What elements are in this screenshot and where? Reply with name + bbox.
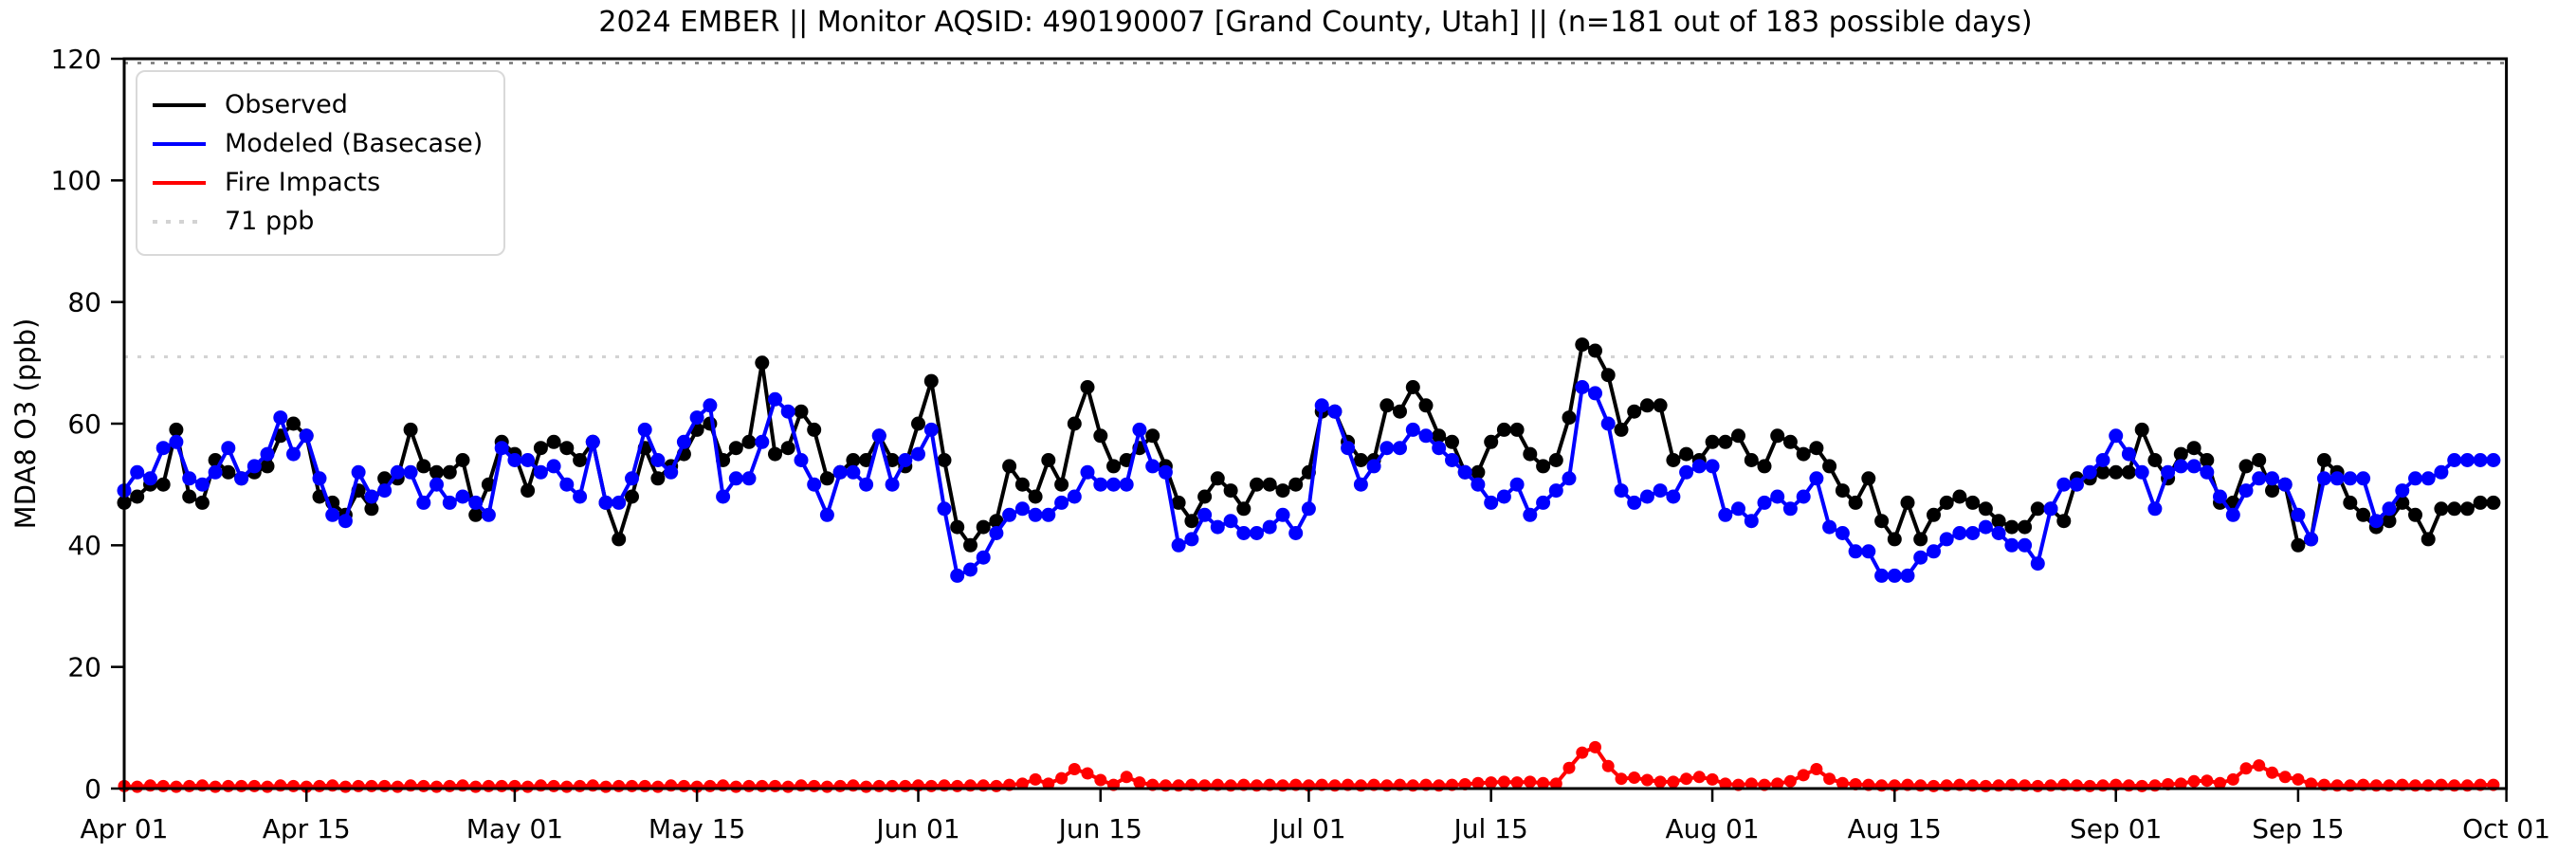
svg-text:Jul 01: Jul 01: [1270, 813, 1345, 844]
legend-item-observed: Observed: [153, 85, 483, 124]
legend-label: 71 ppb: [225, 207, 315, 236]
legend-item-fire-impacts: Fire Impacts: [153, 163, 483, 202]
svg-text:Jul 15: Jul 15: [1452, 813, 1527, 844]
svg-text:Apr 01: Apr 01: [81, 813, 169, 844]
svg-text:100: 100: [51, 165, 101, 196]
legend-label: Observed: [225, 90, 348, 119]
chart-legend: Observed Modeled (Basecase) Fire Impacts…: [136, 70, 506, 256]
svg-text:Apr 15: Apr 15: [263, 813, 351, 844]
svg-text:May 15: May 15: [649, 813, 745, 844]
svg-text:60: 60: [67, 408, 101, 440]
fire-impacts-line-swatch-icon: [153, 180, 206, 185]
legend-item-71ppb: 71 ppb: [153, 202, 483, 241]
svg-text:May 01: May 01: [466, 813, 563, 844]
svg-text:Jun 01: Jun 01: [874, 813, 959, 844]
observed-line-swatch-icon: [153, 102, 206, 107]
svg-text:Jun 15: Jun 15: [1057, 813, 1142, 844]
svg-text:40: 40: [67, 530, 101, 561]
svg-text:Sep 15: Sep 15: [2252, 813, 2344, 844]
threshold-dotted-swatch-icon: [153, 219, 206, 224]
svg-text:0: 0: [84, 773, 101, 805]
chart-title: 2024 EMBER || Monitor AQSID: 490190007 […: [598, 6, 2033, 39]
legend-label: Modeled (Basecase): [225, 129, 484, 158]
legend-item-modeled: Modeled (Basecase): [153, 124, 483, 163]
svg-text:Oct 01: Oct 01: [2462, 813, 2550, 844]
svg-text:Sep 01: Sep 01: [2070, 813, 2162, 844]
svg-text:20: 20: [67, 651, 101, 682]
svg-text:80: 80: [67, 286, 101, 318]
legend-label: Fire Impacts: [225, 168, 381, 197]
svg-text:Aug 01: Aug 01: [1665, 813, 1759, 844]
svg-text:120: 120: [51, 44, 101, 75]
svg-text:Aug 15: Aug 15: [1848, 813, 1942, 844]
modeled-line-swatch-icon: [153, 141, 206, 146]
